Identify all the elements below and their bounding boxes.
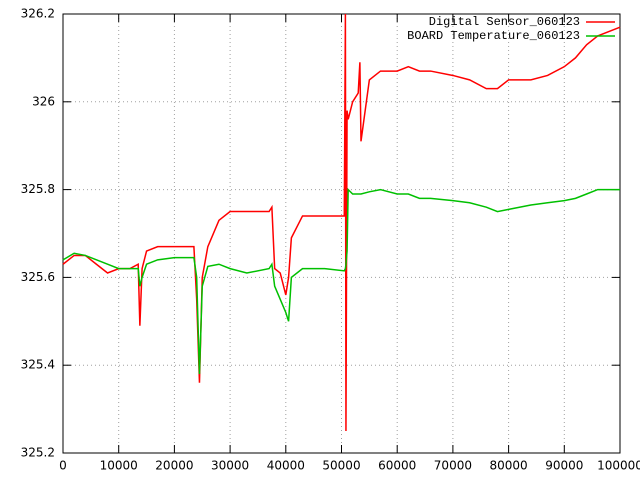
x-tick-label: 30000 xyxy=(211,459,249,473)
y-tick-label: 326.2 xyxy=(21,7,55,21)
x-tick-label: 70000 xyxy=(434,459,472,473)
y-tick-label: 325.8 xyxy=(21,182,55,196)
legend-label: BOARD Temperature_060123 xyxy=(407,29,580,43)
x-tick-label: 80000 xyxy=(490,459,528,473)
plot-border xyxy=(62,13,621,454)
x-tick-label: 10000 xyxy=(100,459,138,473)
series-line xyxy=(62,187,620,375)
series-line xyxy=(62,13,621,432)
legend-label: Digital Sensor_060123 xyxy=(429,15,580,29)
x-tick-label: 50000 xyxy=(322,459,360,473)
x-tick-label: 40000 xyxy=(267,459,305,473)
y-tick-label: 326 xyxy=(32,94,55,108)
y-tick-label: 325.6 xyxy=(21,270,55,284)
x-tick-label: 0 xyxy=(59,459,67,473)
y-tick-label: 325.2 xyxy=(21,446,55,460)
x-tick-label: 100000 xyxy=(597,459,640,473)
x-tick-label: 90000 xyxy=(545,459,583,473)
x-tick-label: 20000 xyxy=(155,459,193,473)
x-tick-label: 60000 xyxy=(378,459,416,473)
y-tick-label: 325.4 xyxy=(21,358,55,372)
